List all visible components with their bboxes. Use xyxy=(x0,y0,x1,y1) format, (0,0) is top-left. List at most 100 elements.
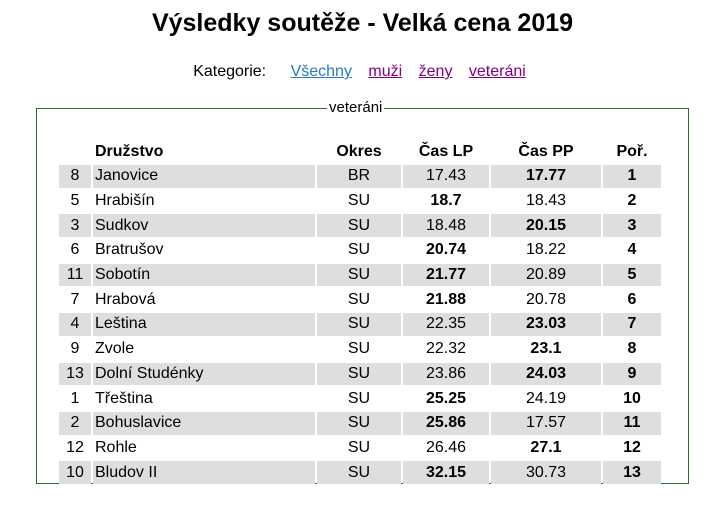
team-number-cell: 13 xyxy=(59,362,91,386)
team-number-cell: 12 xyxy=(66,438,84,456)
filter-link-all[interactable]: Všechny xyxy=(290,63,352,80)
time-lp-cell: 22.32 xyxy=(425,340,467,358)
header-time-pp: Čas PP xyxy=(518,143,574,160)
table-row: 2 Bohuslavice SU 25.86 17.57 11 xyxy=(59,411,661,435)
team-number-cell: 2 xyxy=(59,411,91,435)
results-legend: veteráni xyxy=(329,99,383,116)
rank-cell: 11 xyxy=(603,411,661,435)
team-number-cell: 9 xyxy=(70,340,80,358)
rank-cell: 9 xyxy=(603,362,661,386)
district-code-cell: SU xyxy=(347,340,371,358)
rank-cell: 3 xyxy=(603,214,661,238)
team-name-cell: Bratrušov xyxy=(95,241,164,259)
team-name-cell: Leština xyxy=(93,313,315,336)
table-row: 11 Sobotín SU 21.77 20.89 5 xyxy=(59,263,661,287)
header-number xyxy=(59,141,91,163)
team-number-cell: 7 xyxy=(70,290,80,308)
time-lp-cell: 26.46 xyxy=(425,438,467,456)
time-pp-cell: 20.15 xyxy=(491,214,601,238)
header-district: Okres xyxy=(336,143,382,160)
time-lp-cell: 25.25 xyxy=(425,389,467,407)
time-pp-cell: 27.1 xyxy=(530,438,562,456)
district-code-cell: BR xyxy=(317,165,401,188)
time-lp-cell: 21.88 xyxy=(425,290,467,308)
team-name-cell: Janovice xyxy=(93,165,315,188)
time-lp-cell: 18.7 xyxy=(430,192,462,210)
district-code-cell: SU xyxy=(317,214,401,238)
team-name-cell: Hrabišín xyxy=(95,192,155,210)
time-pp-cell: 20.78 xyxy=(525,290,567,308)
team-name-cell: Hrabová xyxy=(95,290,156,308)
team-name-cell: Rohle xyxy=(95,438,137,456)
table-row: 8 Janovice BR 17.43 17.77 1 xyxy=(59,165,661,188)
time-pp-cell: 20.89 xyxy=(491,263,601,287)
time-pp-cell: 17.77 xyxy=(491,165,601,188)
district-code-cell: SU xyxy=(317,313,401,336)
results-table: Družstvo Okres Čas LP Čas PP Poř. 8 Janov… xyxy=(57,139,663,486)
rank-cell: 12 xyxy=(623,438,641,456)
team-number-cell: 4 xyxy=(59,313,91,336)
rank-cell: 1 xyxy=(603,165,661,188)
time-lp-cell: 18.48 xyxy=(403,214,489,238)
team-name-cell: Sudkov xyxy=(93,214,315,238)
team-name-cell: Třeština xyxy=(95,389,153,407)
filter-link-men[interactable]: muži xyxy=(368,63,403,80)
category-label: Kategorie: xyxy=(193,63,267,80)
team-number-cell: 8 xyxy=(59,165,91,188)
table-row: 10 Bludov II SU 32.15 30.73 13 xyxy=(59,461,661,484)
page-title: Výsledky soutěže - Velká cena 2019 xyxy=(151,9,574,37)
time-pp-cell: 18.22 xyxy=(525,241,567,259)
table-row: 5 Hrabišín SU 18.7 18.43 2 xyxy=(59,190,661,213)
rank-cell: 10 xyxy=(623,389,641,407)
time-pp-cell: 23.03 xyxy=(491,313,601,336)
table-header-row: Družstvo Okres Čas LP Čas PP Poř. xyxy=(59,141,661,163)
district-code-cell: SU xyxy=(317,411,401,435)
time-lp-cell: 23.86 xyxy=(403,362,489,386)
time-lp-cell: 17.43 xyxy=(403,165,489,188)
filter-link-veterans[interactable]: veteráni xyxy=(468,63,526,80)
district-code-cell: SU xyxy=(347,389,371,407)
category-filter: Kategorie: Všechny muži ženy veteráni xyxy=(0,62,725,82)
rank-cell: 6 xyxy=(627,290,637,308)
table-row: 3 Sudkov SU 18.48 20.15 3 xyxy=(59,214,661,238)
filter-link-women[interactable]: ženy xyxy=(418,63,453,80)
time-lp-cell: 22.35 xyxy=(403,313,489,336)
team-name-cell: Dolní Studénky xyxy=(93,362,315,386)
team-number-cell: 6 xyxy=(70,241,80,259)
district-code-cell: SU xyxy=(347,438,371,456)
table-row: 9 Zvole SU 22.32 23.1 8 xyxy=(59,338,661,361)
rank-cell: 13 xyxy=(603,461,661,484)
team-name-cell: Zvole xyxy=(95,340,135,358)
time-lp-cell: 21.77 xyxy=(403,263,489,287)
district-code-cell: SU xyxy=(317,461,401,484)
results-panel: veteráni Družstvo Okres Čas LP Čas PP Po… xyxy=(36,99,689,486)
rank-cell: 8 xyxy=(627,340,637,358)
time-pp-cell: 17.57 xyxy=(491,411,601,435)
rank-cell: 2 xyxy=(627,192,637,210)
team-number-cell: 3 xyxy=(59,214,91,238)
time-pp-cell: 24.19 xyxy=(525,389,567,407)
team-number-cell: 10 xyxy=(59,461,91,484)
time-pp-cell: 24.03 xyxy=(491,362,601,386)
team-number-cell: 1 xyxy=(70,389,80,407)
header-team: Družstvo xyxy=(95,143,164,160)
team-name-cell: Bludov II xyxy=(93,461,315,484)
team-name-cell: Bohuslavice xyxy=(93,411,315,435)
header-time-lp: Čas LP xyxy=(418,143,474,160)
rank-cell: 7 xyxy=(603,313,661,336)
time-lp-cell: 20.74 xyxy=(425,241,467,259)
time-pp-cell: 18.43 xyxy=(525,192,567,210)
district-code-cell: SU xyxy=(347,290,371,308)
rank-cell: 4 xyxy=(627,241,637,259)
table-row: 13 Dolní Studénky SU 23.86 24.03 9 xyxy=(59,362,661,386)
time-pp-cell: 23.1 xyxy=(530,340,562,358)
time-lp-cell: 32.15 xyxy=(403,461,489,484)
table-row: 1 Třeština SU 25.25 24.19 10 xyxy=(59,387,661,410)
district-code-cell: SU xyxy=(347,241,371,259)
table-row: 6 Bratrušov SU 20.74 18.22 4 xyxy=(59,239,661,262)
time-lp-cell: 25.86 xyxy=(403,411,489,435)
team-name-cell: Sobotín xyxy=(93,263,315,287)
header-rank: Poř. xyxy=(616,143,648,160)
table-row: 12 Rohle SU 26.46 27.1 12 xyxy=(59,437,661,460)
district-code-cell: SU xyxy=(317,263,401,287)
